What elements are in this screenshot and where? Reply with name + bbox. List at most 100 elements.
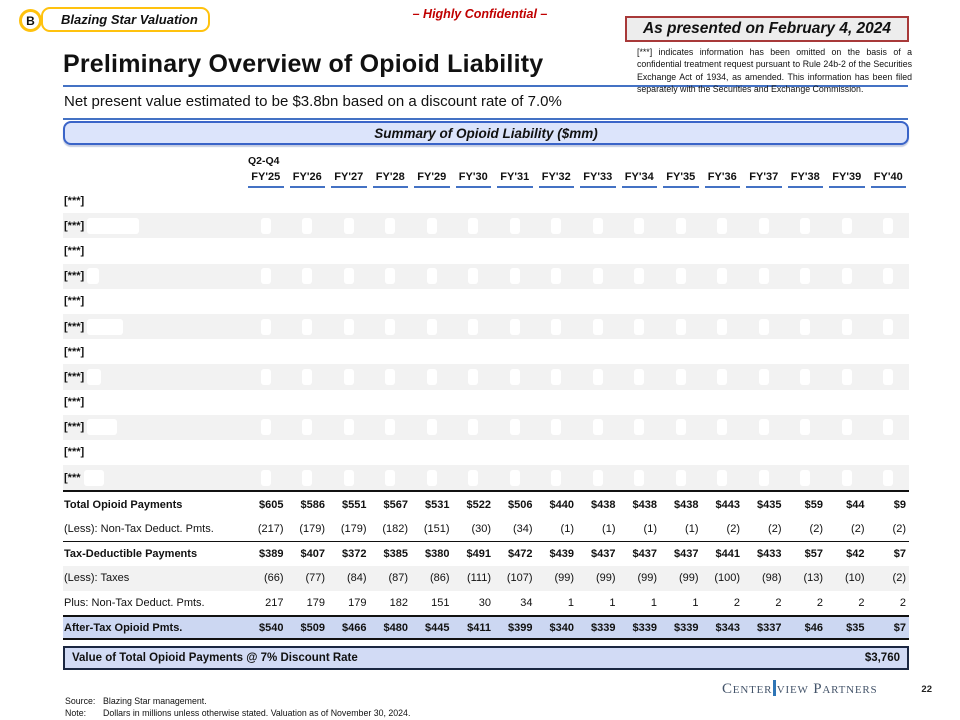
- redaction-box: [758, 318, 769, 335]
- source-label: Source:: [65, 696, 96, 706]
- redacted-cell: [743, 217, 785, 234]
- redacted-row-label: [***]: [63, 295, 245, 307]
- redacted-cell: [660, 368, 702, 385]
- redaction-box: [302, 318, 313, 335]
- summary-value: $411: [467, 621, 491, 634]
- redaction-box: [592, 217, 603, 234]
- redacted-cell: [453, 268, 495, 285]
- summary-value: $339: [674, 621, 699, 634]
- summary-value: (100): [714, 572, 740, 585]
- summary-value: $438: [632, 498, 657, 511]
- summary-value: (1): [560, 523, 574, 536]
- summary-value: 30: [478, 596, 491, 609]
- redacted-cell: [328, 268, 370, 285]
- redaction-box: [800, 368, 811, 385]
- redacted-row: [***]: [63, 313, 909, 340]
- redaction-box: [634, 469, 645, 486]
- redacted-cell: [868, 419, 910, 436]
- redacted-label-text: [***]: [64, 421, 85, 434]
- summary-value: (1): [685, 523, 699, 536]
- column-header-label: FY'27: [331, 171, 367, 188]
- redacted-row-label: [***]: [63, 419, 245, 436]
- summary-value: $605: [259, 498, 284, 511]
- column-header: FY'40: [868, 171, 910, 188]
- redaction-box: [758, 469, 769, 486]
- summary-value: $385: [383, 548, 408, 561]
- summary-row: Total Opioid Payments $605 $586 $551 $567 $53…: [63, 492, 909, 517]
- redacted-row-label: [***]: [63, 268, 245, 285]
- redaction-box: [260, 217, 271, 234]
- redaction-box: [302, 268, 313, 285]
- redacted-cell: [826, 268, 868, 285]
- redacted-cell: [494, 318, 536, 335]
- summary-value: (77): [305, 572, 325, 585]
- summary-value: (2): [892, 572, 906, 585]
- redaction-box: [87, 268, 100, 285]
- column-header: FY'33: [577, 171, 619, 188]
- redaction-box: [426, 217, 437, 234]
- redacted-row: [***: [63, 465, 909, 491]
- summary-value: (2): [809, 523, 823, 536]
- period-note: Q2-Q4: [248, 155, 280, 167]
- redacted-cell: [577, 318, 619, 335]
- redaction-box: [302, 469, 313, 486]
- redacted-cell: [494, 419, 536, 436]
- redacted-row: [***]: [63, 213, 909, 239]
- summary-value: 179: [306, 596, 325, 609]
- redaction-box: [551, 368, 562, 385]
- redaction-box: [634, 268, 645, 285]
- summary-value: (98): [761, 572, 782, 585]
- redaction-box: [260, 318, 271, 335]
- redacted-row: [***]: [63, 188, 909, 213]
- redacted-cell: [411, 217, 453, 234]
- redacted-row: [***]: [63, 414, 910, 440]
- summary-value: $433: [757, 548, 782, 561]
- column-header-label: FY'29: [414, 171, 450, 188]
- redaction-box: [343, 318, 354, 335]
- redacted-cell: [411, 469, 453, 486]
- redacted-label-text: [***]: [64, 244, 85, 257]
- redaction-box: [800, 268, 811, 285]
- redaction-box: [385, 318, 396, 335]
- summary-value: $59: [804, 498, 823, 511]
- redaction-box: [509, 368, 520, 385]
- note-text: Dollars in millions unless otherwise sta…: [103, 707, 411, 718]
- redaction-box: [883, 419, 894, 436]
- summary-value: (99): [595, 572, 616, 585]
- column-header-label: FY'33: [580, 171, 616, 188]
- source-line: Source: Blazing Star management.: [65, 696, 410, 708]
- summary-value: $339: [591, 621, 616, 634]
- redaction-box: [509, 268, 520, 285]
- redacted-cell: [868, 268, 910, 285]
- redacted-cell: [494, 268, 536, 285]
- summary-value: $439: [549, 548, 574, 561]
- column-header: FY'31: [494, 171, 536, 188]
- summary-value: $437: [591, 548, 616, 561]
- liability-table: Q2-Q4 FY'25 FY'26 FY'27 FY'28 FY'29 FY'30 FY'31…: [63, 149, 909, 640]
- summary-value: (87): [388, 572, 408, 585]
- redacted-cell: [743, 368, 785, 385]
- redacted-cell: [453, 469, 495, 486]
- summary-value: (179): [340, 523, 367, 536]
- redaction-box: [758, 217, 769, 234]
- summary-value: 182: [389, 596, 408, 609]
- redaction-box: [468, 268, 479, 285]
- redacted-row-label: [***]: [63, 446, 245, 458]
- summary-value: $567: [383, 498, 408, 511]
- redacted-cell: [287, 419, 329, 436]
- redacted-cell: [577, 368, 619, 385]
- redaction-box: [426, 318, 437, 335]
- redacted-label-text: [***]: [64, 396, 85, 409]
- logo: B Blazing Star Valuation: [19, 7, 210, 35]
- redacted-cell: [328, 217, 370, 234]
- table-banner: Summary of Opioid Liability ($mm): [63, 121, 909, 145]
- summary-value: $437: [632, 548, 657, 561]
- redacted-cell: [453, 419, 495, 436]
- summary-value: 1: [567, 596, 574, 609]
- redacted-cell: [619, 268, 661, 285]
- redacted-label-text: [***]: [64, 270, 85, 283]
- redacted-cell: [743, 469, 785, 486]
- redaction-box: [634, 217, 645, 234]
- summary-value: $438: [674, 498, 699, 511]
- redaction-box: [551, 217, 562, 234]
